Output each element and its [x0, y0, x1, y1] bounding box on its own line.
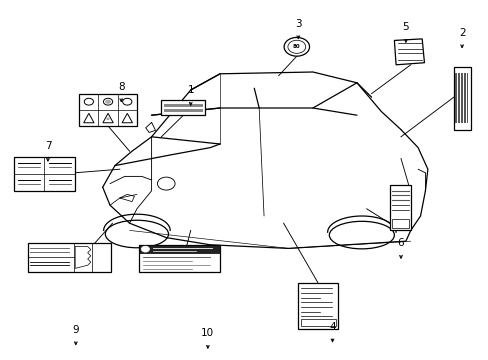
Text: 10: 10 — [201, 328, 214, 338]
Bar — [463, 73, 464, 123]
Text: 6: 6 — [397, 238, 404, 248]
Text: 80: 80 — [292, 44, 300, 49]
Circle shape — [141, 246, 149, 252]
Circle shape — [105, 100, 111, 104]
Bar — [454, 73, 455, 123]
Text: 2: 2 — [458, 28, 465, 38]
Bar — [14, 157, 75, 191]
Bar — [453, 67, 470, 130]
Bar — [163, 109, 203, 112]
Bar — [79, 94, 137, 126]
Bar — [28, 243, 110, 272]
Text: 5: 5 — [402, 22, 408, 32]
Bar — [465, 73, 466, 123]
Polygon shape — [83, 113, 94, 123]
Polygon shape — [102, 113, 113, 123]
Bar — [455, 73, 456, 123]
Bar — [298, 283, 338, 329]
Bar — [163, 104, 203, 107]
Circle shape — [106, 118, 110, 120]
Bar — [391, 219, 408, 228]
Bar — [139, 245, 220, 253]
Text: 4: 4 — [328, 322, 335, 332]
Text: 1: 1 — [187, 85, 194, 95]
Polygon shape — [122, 113, 132, 123]
Bar — [389, 185, 410, 230]
Circle shape — [84, 98, 93, 105]
Bar — [466, 73, 467, 123]
Circle shape — [284, 37, 309, 56]
Bar — [457, 73, 458, 123]
Text: 3: 3 — [294, 19, 301, 29]
Polygon shape — [394, 39, 424, 65]
Ellipse shape — [329, 221, 393, 249]
Bar — [460, 73, 461, 123]
Polygon shape — [75, 247, 91, 268]
Circle shape — [122, 98, 132, 105]
Circle shape — [103, 98, 112, 105]
Bar — [458, 73, 459, 123]
Bar — [301, 319, 335, 326]
Text: 7: 7 — [44, 141, 51, 151]
Text: 8: 8 — [118, 82, 124, 92]
Ellipse shape — [105, 220, 168, 248]
Bar — [139, 245, 220, 272]
Bar — [161, 100, 205, 115]
Text: 9: 9 — [72, 325, 79, 335]
Circle shape — [287, 40, 305, 53]
